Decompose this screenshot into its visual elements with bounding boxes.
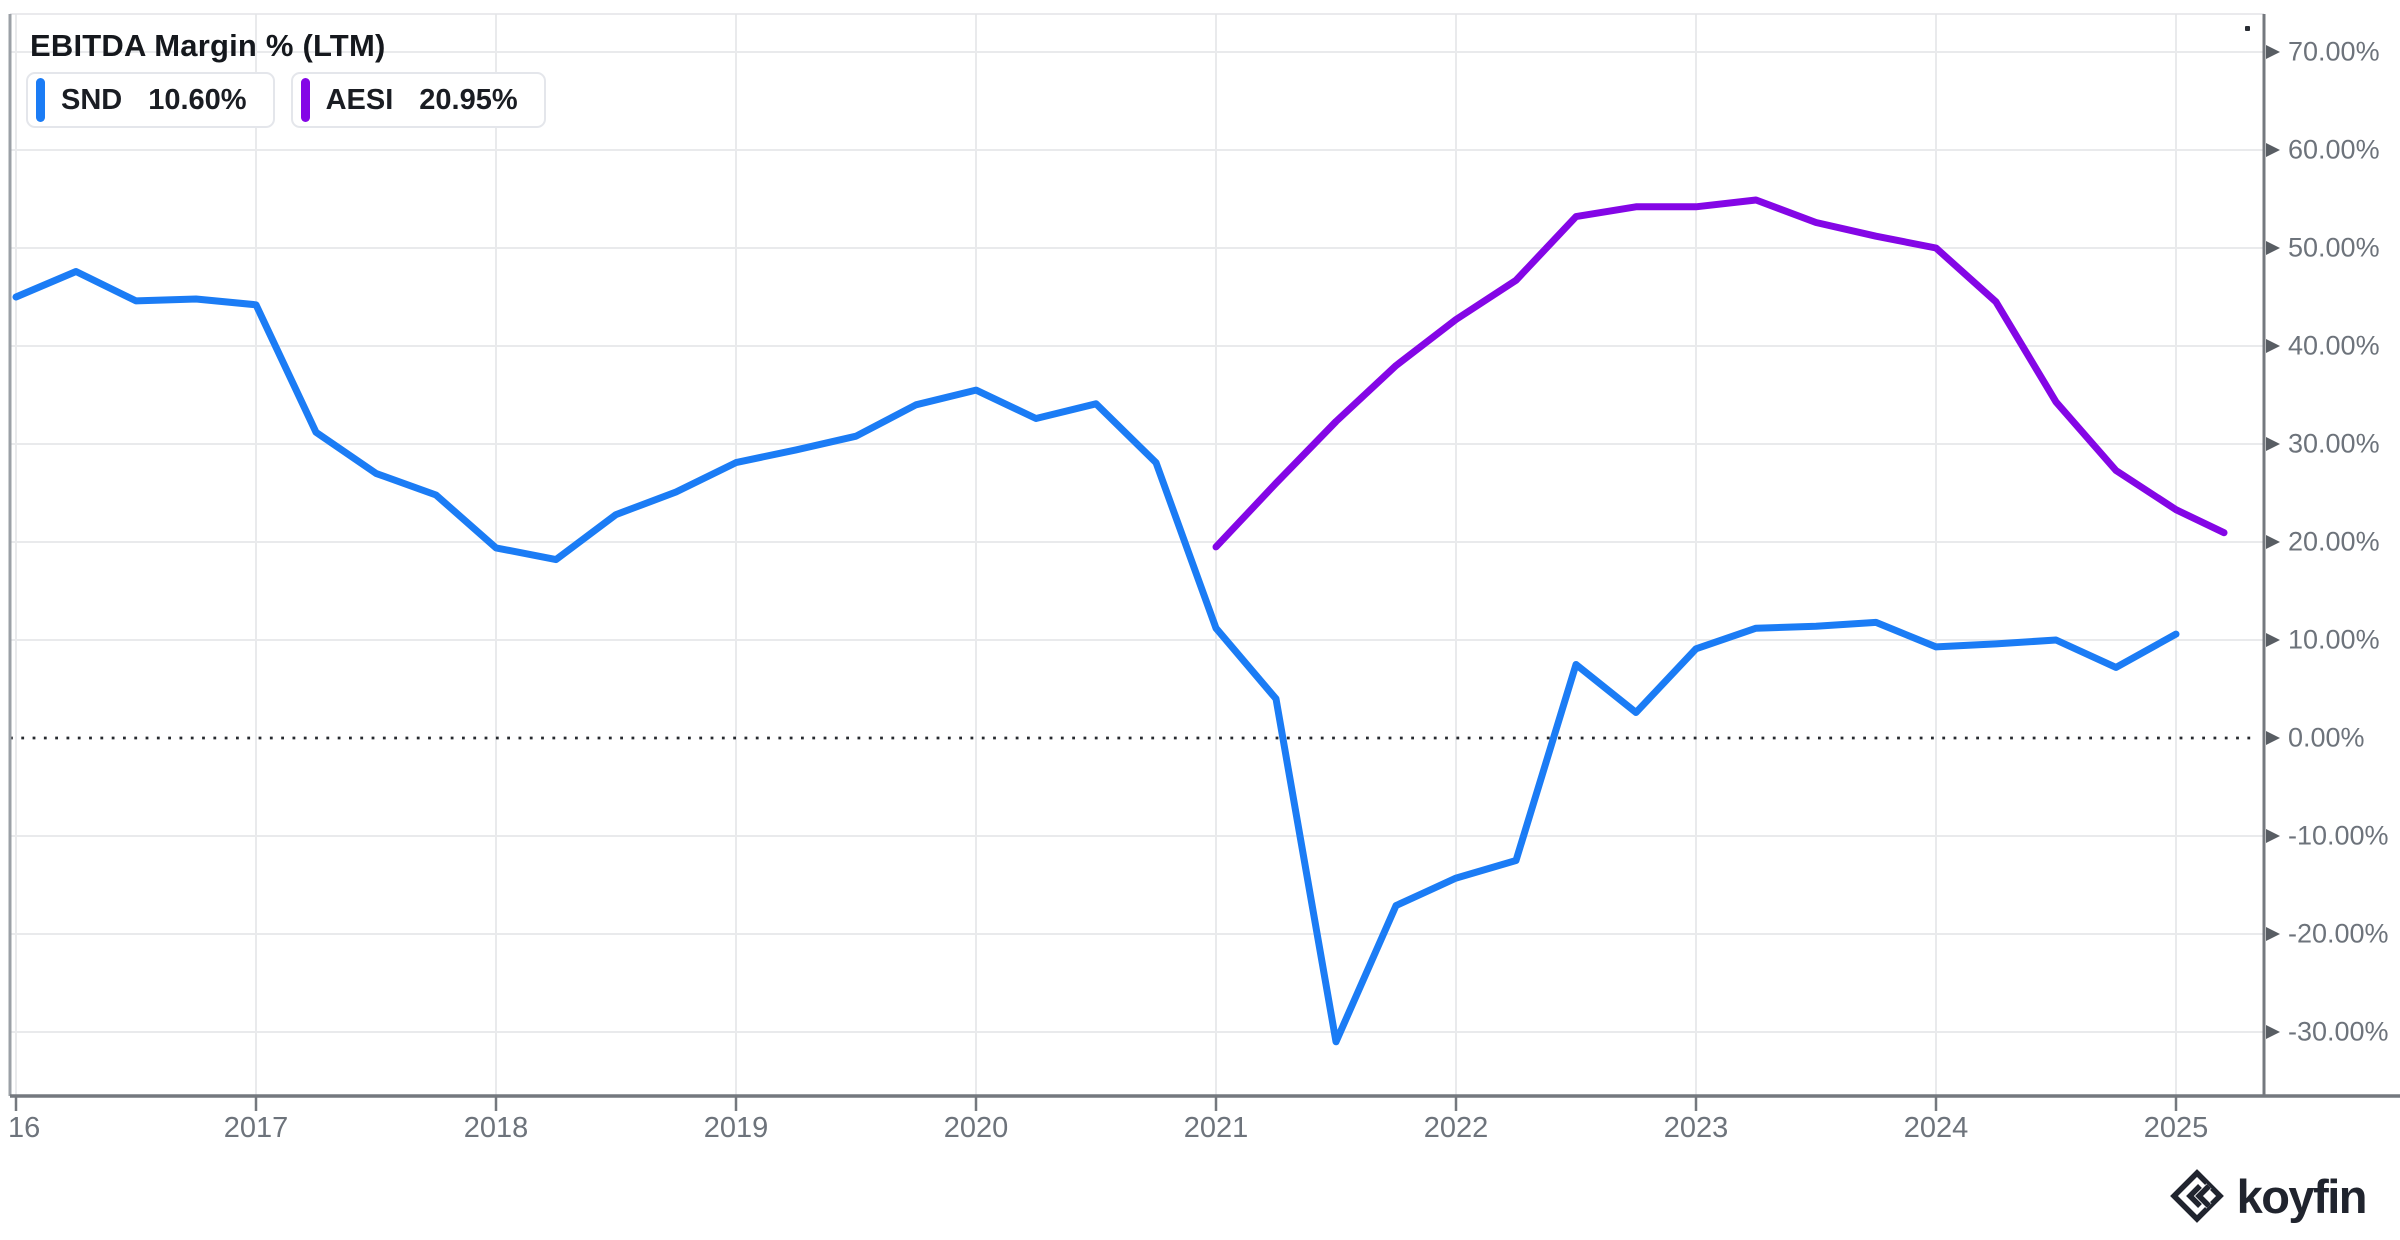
y-axis-tick-arrow bbox=[2266, 731, 2280, 745]
y-axis-label: 40.00% bbox=[2288, 330, 2380, 361]
y-axis-label: -10.00% bbox=[2288, 820, 2389, 851]
series-line-snd[interactable] bbox=[12, 268, 2180, 1046]
y-axis-label: 60.00% bbox=[2288, 134, 2380, 165]
snd-color-pill bbox=[36, 78, 45, 122]
x-axis-label: 2023 bbox=[1663, 1112, 1729, 1144]
x-axis-label: 2018 bbox=[463, 1112, 529, 1144]
x-axis-label: 2022 bbox=[1423, 1112, 1489, 1144]
x-axis-label: 2019 bbox=[703, 1112, 769, 1144]
x-axis-label: 2017 bbox=[223, 1112, 289, 1144]
legend-badge-snd[interactable]: SND 10.60% bbox=[26, 72, 275, 128]
y-axis-label: 20.00% bbox=[2288, 526, 2380, 557]
y-axis-tick-arrow bbox=[2266, 339, 2280, 353]
series-line-aesi[interactable] bbox=[1212, 196, 2228, 551]
koyfin-watermark: koyfin bbox=[2169, 1168, 2368, 1224]
y-axis-tick-arrow bbox=[2266, 535, 2280, 549]
y-axis-tick-arrow bbox=[2266, 1025, 2280, 1039]
chart-title: EBITDA Margin % (LTM) bbox=[30, 28, 386, 63]
legend: SND 10.60% AESI 20.95% bbox=[26, 72, 546, 128]
x-axis-label: 2025 bbox=[2143, 1112, 2209, 1144]
y-axis-label: 70.00% bbox=[2288, 36, 2380, 67]
x-axis-label: 2021 bbox=[1183, 1112, 1249, 1144]
snd-last-value: 10.60% bbox=[148, 83, 247, 116]
koyfin-logo-text: koyfin bbox=[2236, 1169, 2368, 1223]
y-axis-label: -20.00% bbox=[2288, 918, 2389, 949]
y-axis-tick-arrow bbox=[2266, 45, 2280, 59]
y-axis-tick-arrow bbox=[2266, 633, 2280, 647]
y-axis-label: 50.00% bbox=[2288, 232, 2380, 263]
aesi-last-value: 20.95% bbox=[419, 83, 518, 116]
y-axis-tick-arrow bbox=[2266, 241, 2280, 255]
y-axis-label: -30.00% bbox=[2288, 1016, 2389, 1047]
y-axis-tick-arrow bbox=[2266, 437, 2280, 451]
koyfin-logo-icon bbox=[2169, 1169, 2224, 1223]
legend-badge-aesi[interactable]: AESI 20.95% bbox=[290, 72, 546, 128]
x-axis-label: 16 bbox=[8, 1112, 41, 1144]
y-axis-tick-arrow bbox=[2266, 829, 2280, 843]
y-axis-tick-arrow bbox=[2266, 143, 2280, 157]
y-axis-label: 30.00% bbox=[2288, 428, 2380, 459]
y-axis-label: 10.00% bbox=[2288, 624, 2380, 655]
snd-ticker-label: SND bbox=[61, 83, 123, 116]
aesi-color-pill bbox=[300, 78, 310, 122]
x-axis-label: 2020 bbox=[943, 1112, 1009, 1144]
y-axis-label: 0.00% bbox=[2288, 722, 2365, 753]
y-axis-tick-arrow bbox=[2266, 927, 2280, 941]
aesi-ticker-label: AESI bbox=[325, 83, 394, 116]
x-axis-label: 2024 bbox=[1903, 1112, 1969, 1144]
corner-dot bbox=[2245, 26, 2250, 31]
